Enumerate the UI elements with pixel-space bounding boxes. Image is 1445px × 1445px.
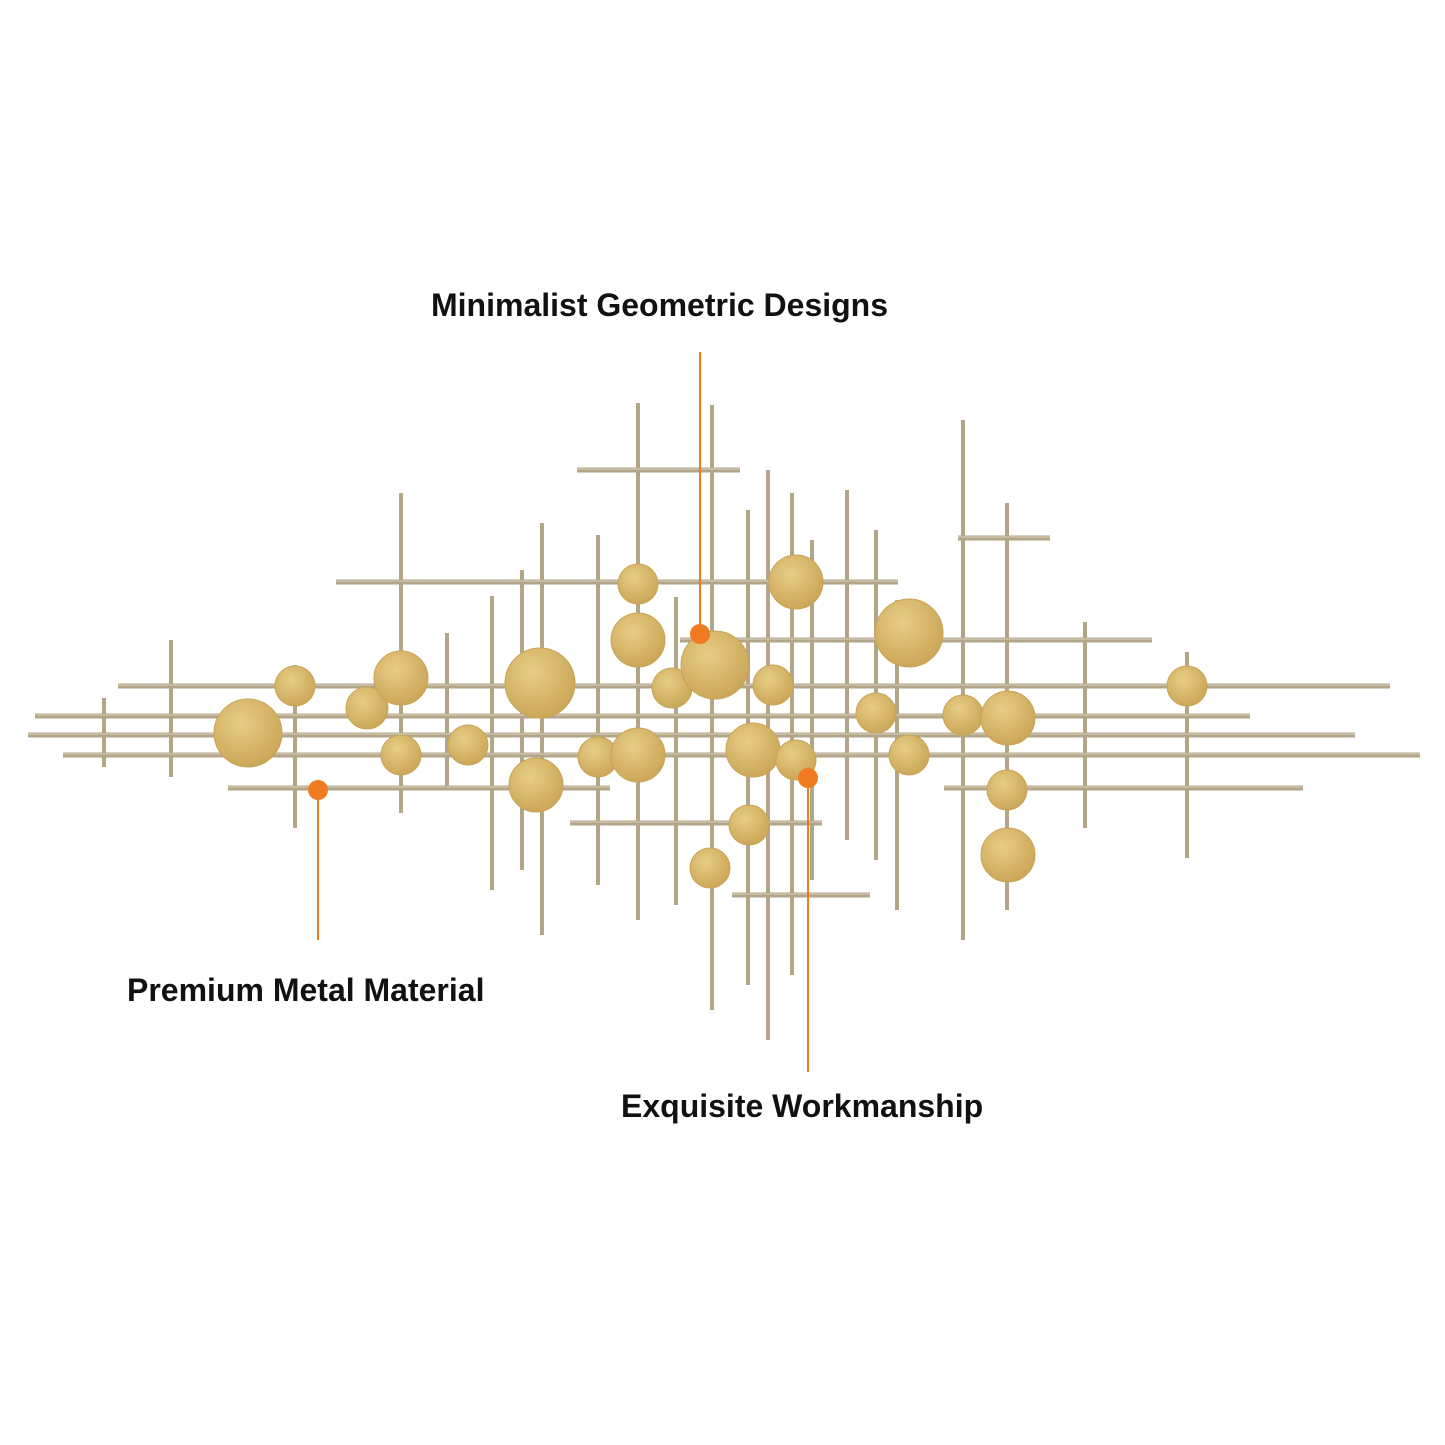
metal-disc xyxy=(680,630,750,700)
metal-disc xyxy=(728,804,770,846)
metal-disc xyxy=(874,598,944,668)
metal-disc xyxy=(768,554,824,610)
callout-dot xyxy=(308,780,328,800)
callout-label-top: Minimalist Geometric Designs xyxy=(431,287,889,323)
callout-label-left: Premium Metal Material xyxy=(127,972,485,1008)
metal-disc xyxy=(986,769,1028,811)
metal-disc xyxy=(855,692,897,734)
callout-markers xyxy=(308,352,818,1072)
metal-disc xyxy=(274,665,316,707)
metal-disc xyxy=(888,734,930,776)
metal-disc xyxy=(610,727,666,783)
metal-disc xyxy=(689,847,731,889)
metal-disc xyxy=(213,698,283,768)
metal-disc xyxy=(610,612,666,668)
metal-disc xyxy=(617,563,659,605)
callout-dot xyxy=(798,768,818,788)
metal-disc xyxy=(380,734,422,776)
metal-disc xyxy=(447,724,489,766)
callout-label-bottom: Exquisite Workmanship xyxy=(621,1088,984,1124)
metal-disc xyxy=(504,647,576,719)
metal-disc xyxy=(345,686,389,730)
metal-discs xyxy=(213,554,1208,889)
callout-dot xyxy=(690,624,710,644)
metal-disc xyxy=(508,757,564,813)
metal-disc xyxy=(752,664,794,706)
metal-disc xyxy=(1166,665,1208,707)
metal-disc xyxy=(980,827,1036,883)
metal-disc xyxy=(942,694,984,736)
metal-disc xyxy=(725,722,781,778)
metal-disc xyxy=(980,690,1036,746)
metal-disc xyxy=(373,650,429,706)
